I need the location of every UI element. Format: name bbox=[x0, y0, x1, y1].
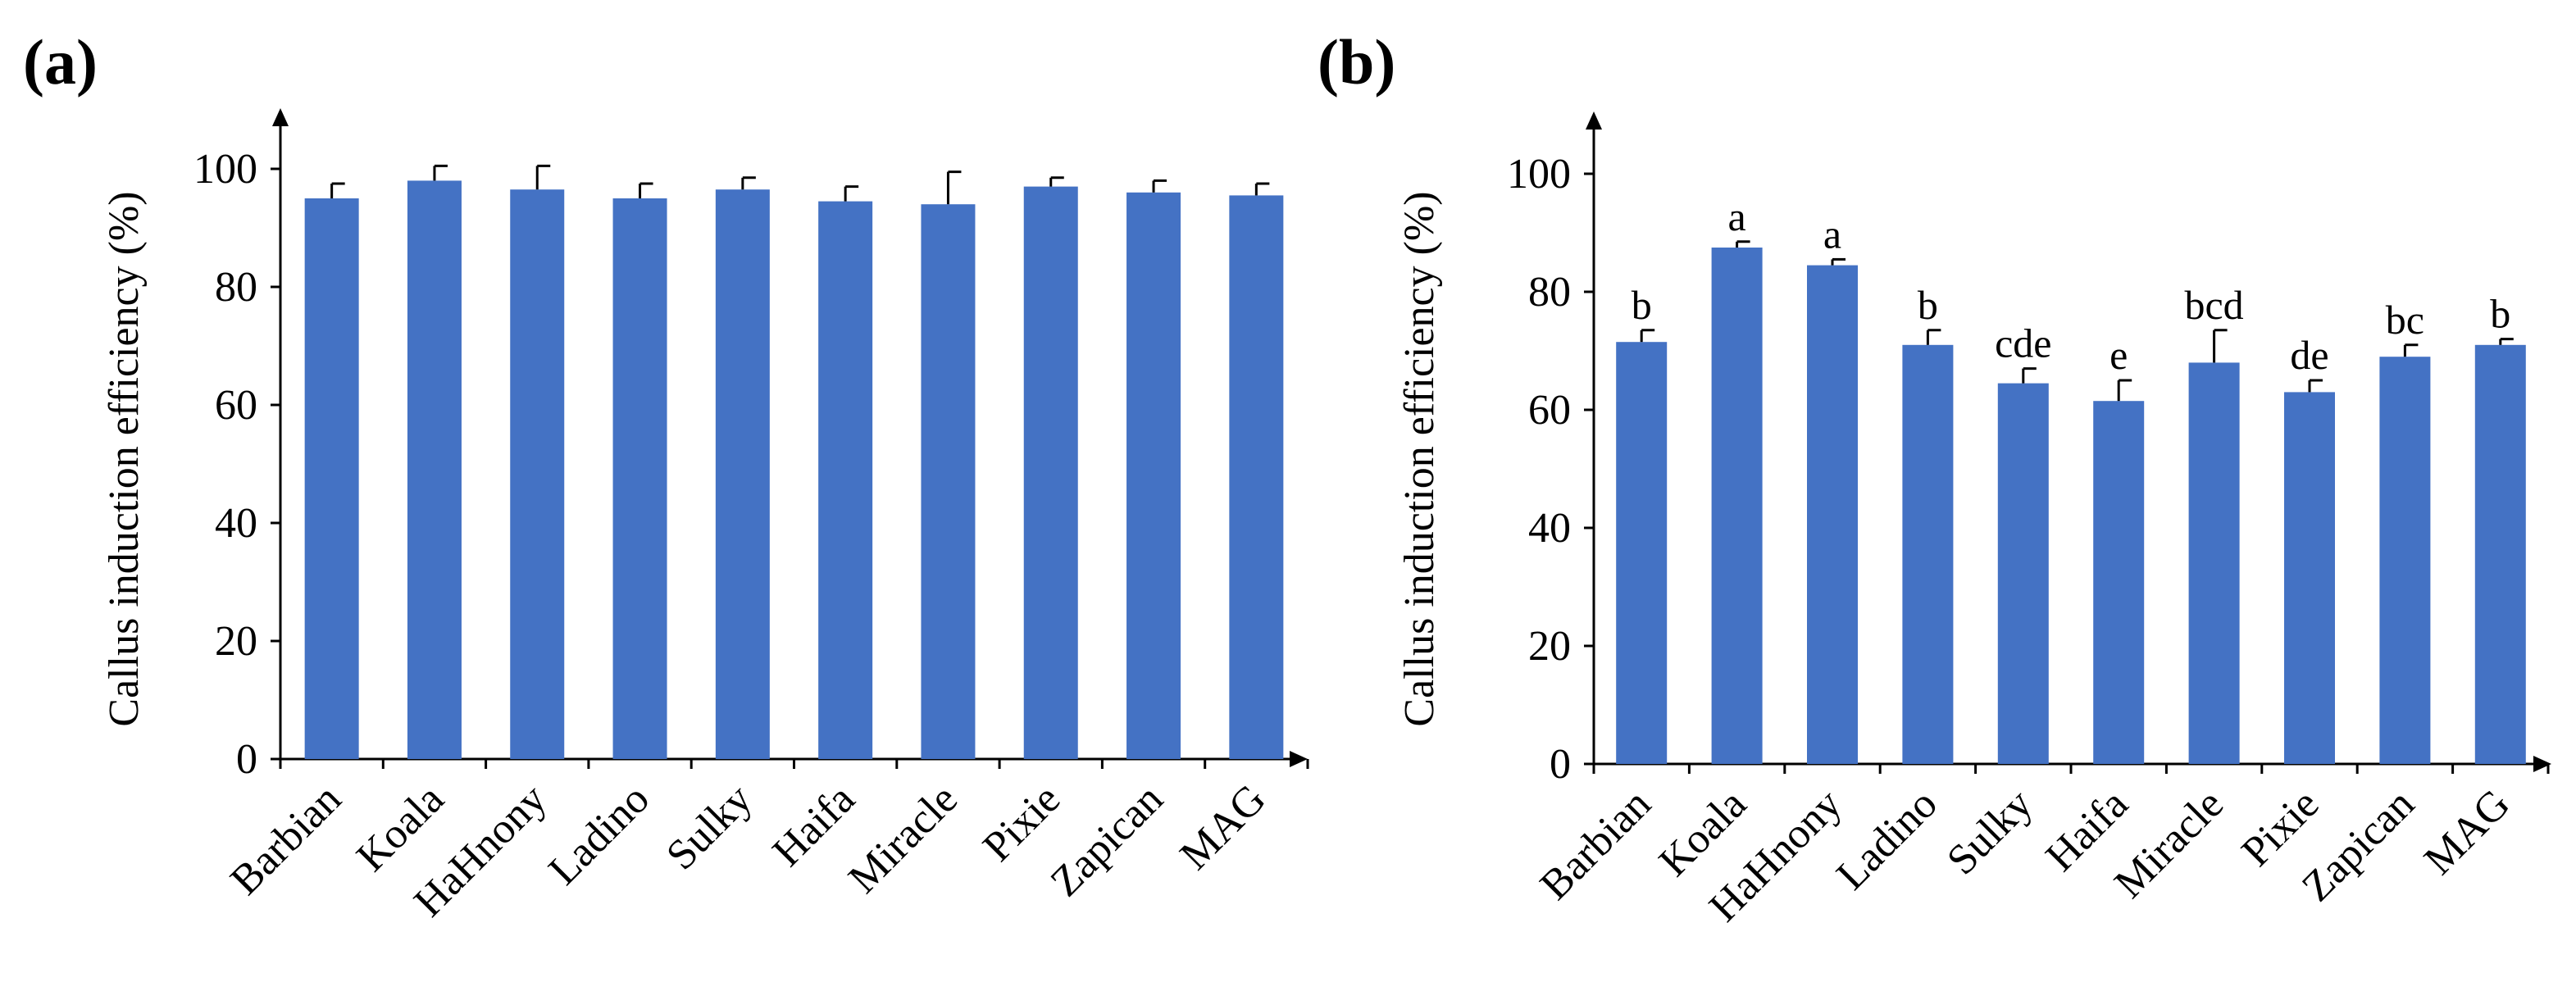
panel-a-category-label: Zapican bbox=[1042, 775, 1172, 906]
panel-a-bar-sulky bbox=[715, 189, 770, 759]
panel-a-y-tick-label: 100 bbox=[193, 146, 257, 193]
panel-b-y-axis-arrow bbox=[1586, 111, 1602, 130]
panel-b-significance-letter: e bbox=[2109, 332, 2128, 378]
panel-a-bar-ladino bbox=[612, 198, 667, 759]
panel-b-category-label: Sulky bbox=[1938, 780, 2041, 884]
panel-b-bar-pixie bbox=[2284, 392, 2335, 764]
panel-a-y-axis-arrow bbox=[272, 108, 289, 126]
panel-a-bar-mag bbox=[1229, 195, 1284, 759]
panel-b-y-axis-label: Callus induction efficiency (%) bbox=[1396, 191, 1443, 726]
panel-b-y-tick-label: 0 bbox=[1550, 741, 1571, 788]
panel-a: (a) Callus induction efficiency (%) 0 20 4… bbox=[23, 26, 1309, 925]
panel-b-category-label: MAG bbox=[2415, 780, 2519, 884]
panel-b-significance-letter: bc bbox=[2386, 297, 2424, 343]
panel-b-bar-haifa bbox=[2093, 401, 2145, 764]
panel-b: (b) Callus induction efficiency (%) ba ab… bbox=[1318, 26, 2551, 930]
panel-b-bars bbox=[1616, 248, 2526, 765]
panel-a-y-tick-label: 40 bbox=[215, 500, 257, 547]
panel-a-bar-haifa bbox=[818, 201, 873, 760]
panel-b-significance-letter: de bbox=[2290, 332, 2328, 378]
panel-a-bar-koala bbox=[407, 180, 462, 759]
panel-a-y-axis-label: Callus induction efficiency (%) bbox=[101, 191, 148, 726]
panel-b-category-label: Miracle bbox=[2105, 780, 2232, 907]
panel-b-y-tick-label: 100 bbox=[1507, 151, 1571, 198]
panel-b-significance-letter: b bbox=[1632, 282, 1652, 328]
panel-b-y-tick-label: 40 bbox=[1528, 505, 1571, 552]
panel-a-category-label: Miracle bbox=[840, 775, 967, 902]
panel-a-bar-hahnony bbox=[510, 189, 565, 759]
panel-b-category-labels: BarbianKoalaHaHnonyLadinoSulkyHaifaMirac… bbox=[1531, 780, 2519, 930]
panel-a-y-tick-label: 80 bbox=[215, 264, 257, 311]
panel-b-significance-letter: bcd bbox=[2184, 282, 2243, 328]
panel-b-category-label: Barbian bbox=[1531, 780, 1660, 909]
panel-b-bar-hahnony bbox=[1807, 265, 1858, 765]
panel-a-category-label: Pixie bbox=[974, 775, 1069, 871]
panel-b-bar-barbian bbox=[1616, 342, 1668, 764]
panel-a-y-tick-label: 20 bbox=[215, 618, 257, 665]
panel-b-significance-letter: a bbox=[1823, 211, 1841, 257]
panel-a-category-label: Sulky bbox=[658, 775, 761, 879]
panel-b-bar-koala bbox=[1711, 248, 1763, 764]
panel-b-y-tick-labels: 0 20 40 60 80 100 bbox=[1507, 151, 1571, 788]
panel-b-y-tick-label: 20 bbox=[1528, 623, 1571, 670]
panel-b-category-label: Ladino bbox=[1827, 780, 1946, 898]
panel-a-bar-miracle bbox=[921, 204, 976, 759]
panel-a-category-label: Barbian bbox=[221, 775, 350, 904]
panel-b-significance-letter: a bbox=[1727, 193, 1745, 239]
panel-a-bar-zapican bbox=[1126, 192, 1181, 760]
panel-b-bar-zapican bbox=[2379, 357, 2431, 764]
panel-a-category-label: MAG bbox=[1172, 775, 1275, 879]
panel-a-bar-pixie bbox=[1023, 186, 1078, 760]
panel-a-bars bbox=[304, 180, 1284, 760]
panel-b-y-tick-label: 60 bbox=[1528, 387, 1571, 434]
panel-a-y-tick-label: 60 bbox=[215, 382, 257, 429]
panel-a-y-tick-label: 0 bbox=[236, 736, 257, 783]
panel-a-bar-barbian bbox=[304, 198, 359, 759]
panel-a-y-tick-labels: 0 20 40 60 80 100 bbox=[193, 146, 257, 783]
panel-b-error-bars bbox=[1640, 240, 2514, 402]
panel-b-x-axis-arrow bbox=[2533, 756, 2551, 772]
panel-b-significance-letter: cde bbox=[1995, 320, 2051, 366]
panel-a-x-axis-arrow bbox=[1290, 751, 1308, 767]
panel-a-letter: (a) bbox=[23, 26, 98, 98]
panel-b-bar-miracle bbox=[2188, 362, 2240, 764]
panel-b-letter: (b) bbox=[1318, 26, 1395, 98]
panel-b-significance-letter: b bbox=[1918, 282, 1938, 328]
panel-b-significance-letters: b a a b cde e bcd de bc b bbox=[1632, 193, 2511, 378]
panel-b-bar-ladino bbox=[1902, 344, 1954, 764]
panel-b-bar-mag bbox=[2474, 344, 2526, 764]
panel-a-error-bars bbox=[330, 164, 1270, 205]
panel-b-y-tick-label: 80 bbox=[1528, 269, 1571, 316]
panel-b-significance-letter: b bbox=[2490, 291, 2510, 337]
panel-a-category-label: Ladino bbox=[540, 775, 658, 893]
panel-b-bar-sulky bbox=[1997, 383, 2049, 764]
